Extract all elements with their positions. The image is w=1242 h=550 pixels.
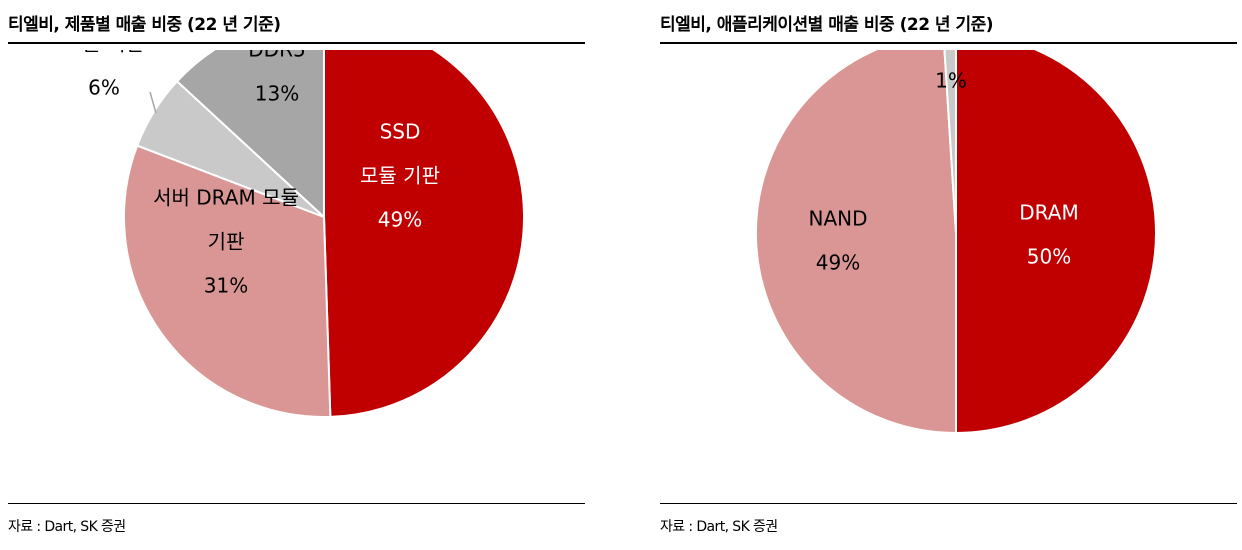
right-chart-panel: 티엘비, 애플리케이션별 매출 비중 (22 년 기준) DRAM 50% NAND… xyxy=(652,0,1237,550)
title-rule xyxy=(660,42,1237,44)
slice-category-label: 모듈 기판 xyxy=(64,50,144,56)
source-note: 자료 : Dart, SK 증권 xyxy=(660,519,778,535)
slice-category-label: 모듈 기판 xyxy=(360,164,440,188)
pie-slice xyxy=(323,50,526,418)
pie-slice xyxy=(175,50,325,220)
slice-value-label: 6% xyxy=(88,76,120,100)
leader-line xyxy=(149,91,157,114)
slice-category-label: DDR5 xyxy=(248,50,305,62)
left-chart-panel: 티엘비, 제품별 매출 비중 (22 년 기준) SSD 모듈 기판 49% 서버 D… xyxy=(0,0,585,550)
slice-category-label: SSD xyxy=(380,120,421,144)
slice-category-label: DRAM xyxy=(1019,201,1078,225)
slice-value-label: 50% xyxy=(1027,245,1071,269)
pie-slice xyxy=(955,50,1157,435)
pie-slice xyxy=(754,50,957,435)
source-note: 자료 : Dart, SK 증권 xyxy=(8,519,126,535)
slice-value-label: 31% xyxy=(204,274,248,298)
slice-value-label: 13% xyxy=(255,82,299,106)
slice-value-label: 49% xyxy=(378,208,422,232)
chart-title: 티엘비, 제품별 매출 비중 (22 년 기준) xyxy=(8,15,281,35)
slice-value-label: 1% xyxy=(935,69,967,93)
title-rule xyxy=(8,42,585,44)
slice-value-label: 49% xyxy=(816,251,860,275)
pie-slice xyxy=(943,50,957,234)
footer-rule xyxy=(660,503,1237,504)
chart-title: 티엘비, 애플리케이션별 매출 비중 (22 년 기준) xyxy=(660,15,994,35)
slice-category-label: 기판 xyxy=(208,230,245,254)
slice-category-label: 서버 DRAM 모듈 xyxy=(153,186,299,210)
footer-rule xyxy=(8,503,585,504)
slice-category-label: NAND xyxy=(808,207,867,231)
pie-slice xyxy=(123,144,332,418)
